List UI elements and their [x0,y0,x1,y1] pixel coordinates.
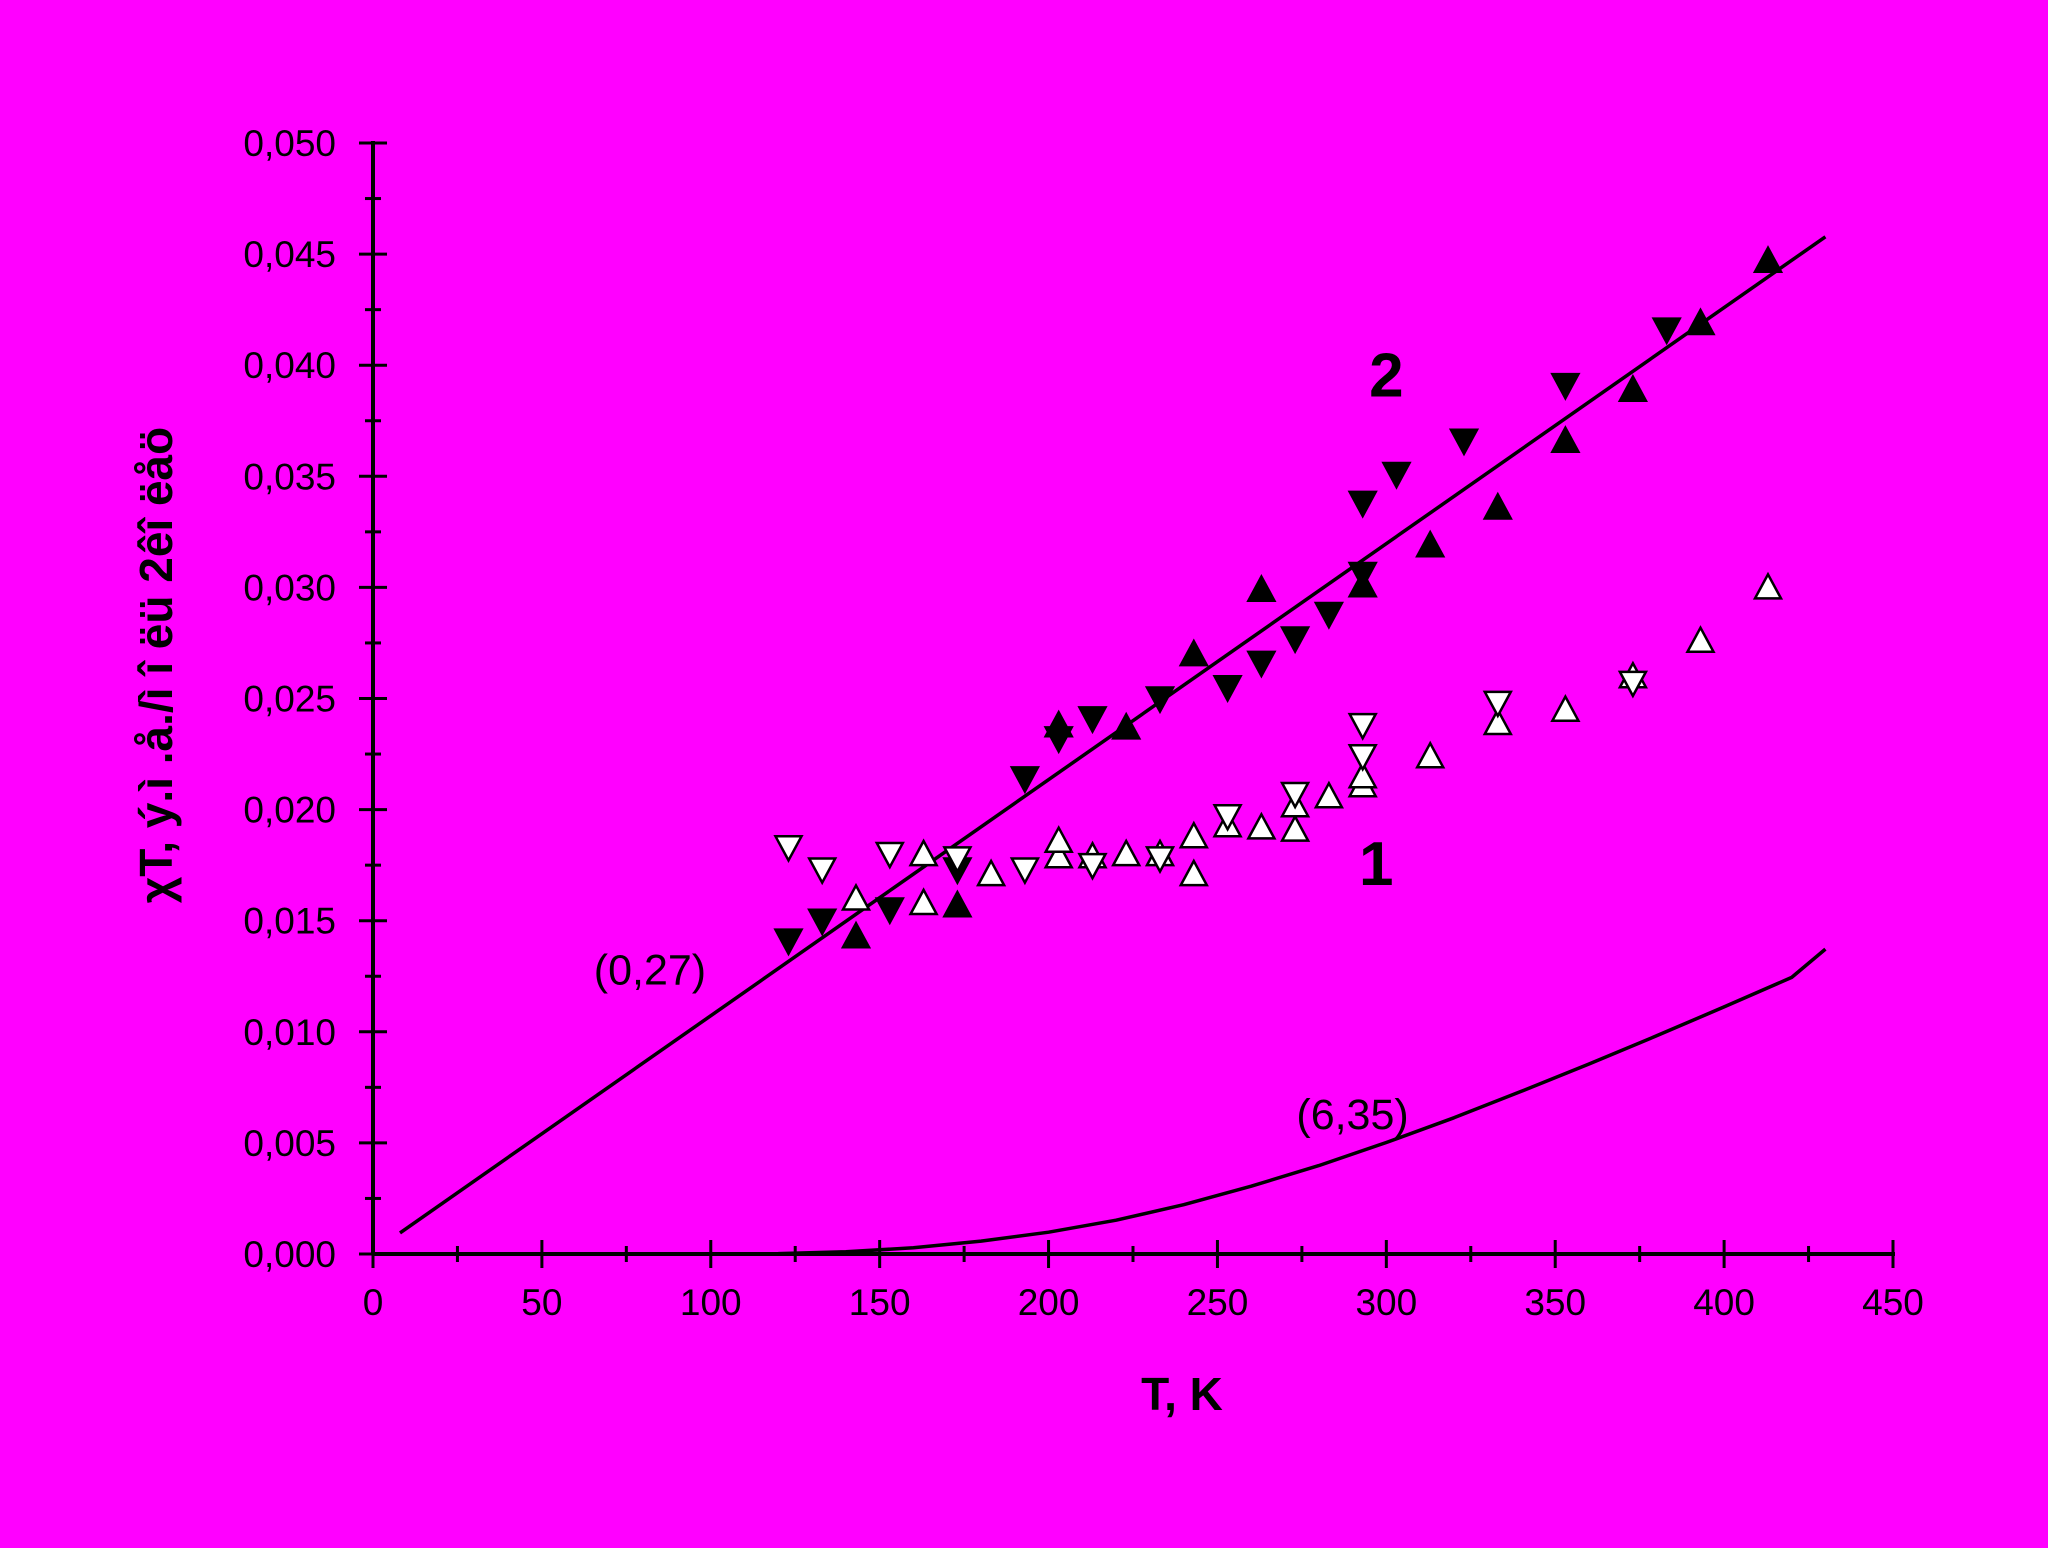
x-axis-title: T, K [1141,1368,1223,1420]
y-tick-label: 0,050 [243,123,336,164]
data-point-series-2 [1280,626,1311,655]
data-point-series-3 [1685,625,1716,654]
data-point-series-3 [1043,840,1074,869]
y-tick-label: 0,045 [243,234,336,275]
data-point-series-4 [1617,670,1648,699]
data-point-series-2 [1347,561,1378,590]
curve-label-2: 2 [1369,341,1403,410]
y-tick-label: 0,000 [243,1234,336,1275]
data-point-series-2 [807,908,838,937]
x-tick-label: 350 [1524,1282,1586,1323]
x-tick-label: 300 [1355,1282,1417,1323]
data-point-series-3 [1347,760,1378,789]
x-tick-label: 150 [849,1282,911,1323]
data-point-series-1 [1617,373,1648,402]
data-point-series-4 [773,835,804,864]
y-tick-label: 0,025 [243,679,336,720]
data-point-series-4 [1144,846,1176,875]
data-point-series-1 [1178,638,1209,667]
fit-line-2 [778,947,1827,1256]
data-point-series-3 [1752,571,1784,600]
data-point-series-3 [1178,858,1209,887]
data-point-series-3 [1313,780,1344,809]
y-tick-label: 0,020 [243,790,336,831]
x-tick-label: 250 [1187,1282,1249,1323]
data-point-series-3 [1550,693,1581,722]
fit-line-1 [398,235,1827,1235]
curve-label-1: 1 [1359,830,1393,899]
data-point-series-3 [1111,838,1142,867]
data-point-series-3 [908,887,939,916]
data-point-series-3 [908,838,939,867]
data-point-series-4 [1009,857,1040,886]
x-tick-label: 0 [363,1282,384,1323]
fit-annotation-2: (6,35) [1296,1091,1408,1139]
data-point-series-1 [1482,491,1513,520]
data-point-series-3 [1280,813,1311,842]
data-point-series-2 [1077,706,1108,735]
data-point-series-4 [874,841,905,870]
data-markers [773,245,1784,957]
y-tick-label: 0,040 [243,345,336,386]
data-point-series-4 [1347,743,1378,772]
x-tick-label: 100 [680,1282,742,1323]
data-point-series-2 [1144,686,1176,715]
x-tick-label: 450 [1862,1282,1924,1323]
data-point-series-1 [1685,307,1716,336]
fit-annotation-1: (0,27) [594,947,706,995]
data-point-series-2 [1448,428,1480,457]
data-point-series-1 [1752,245,1784,274]
data-point-series-4 [1482,690,1513,719]
data-point-series-4 [1212,803,1243,832]
data-point-series-2 [1043,726,1074,755]
data-point-series-1 [1415,529,1446,558]
data-point-series-1 [840,920,872,949]
data-point-series-2 [773,928,804,957]
y-tick-label: 0,035 [243,456,336,497]
data-point-series-3 [1415,740,1446,769]
data-point-series-3 [1246,811,1277,840]
y-tick-label: 0,015 [243,901,336,942]
y-axis-title: χT, ý.ì .å./ì î ëü 2êî ëåö [130,427,182,903]
data-point-series-2 [1381,461,1412,490]
axes [359,141,1895,1268]
data-point-series-2 [874,897,905,926]
data-point-series-4 [807,857,838,886]
data-point-series-2 [1550,372,1581,401]
data-point-series-3 [976,858,1007,887]
y-tick-label: 0,030 [243,567,336,608]
y-tick-label: 0,010 [243,1012,336,1053]
data-point-series-2 [1212,675,1243,704]
chart-text: T, K χT, ý.ì .å./ì î ëü 2êî ëåö 0 50 100 15… [130,123,1924,1420]
data-point-series-1 [942,889,973,918]
data-point-series-3 [1043,825,1074,854]
data-point-series-2 [1246,650,1277,679]
x-tick-label: 50 [521,1282,562,1323]
data-point-series-4 [942,846,973,875]
data-point-series-2 [1651,317,1682,346]
data-point-series-4 [1280,781,1311,810]
data-point-series-3 [840,882,872,911]
y-tick-label: 0,005 [243,1123,336,1164]
data-point-series-3 [1482,707,1513,736]
data-point-series-1 [1111,711,1142,740]
data-point-series-3 [1178,820,1209,849]
x-tick-label: 400 [1693,1282,1755,1323]
x-tick-label: 200 [1018,1282,1080,1323]
data-point-series-2 [1313,601,1344,630]
data-point-series-4 [1077,852,1108,881]
data-point-series-2 [1009,766,1040,795]
data-point-series-4 [1347,712,1378,741]
fit-lines [398,235,1827,1256]
data-point-series-2 [1347,490,1378,519]
data-point-series-1 [1550,425,1581,454]
data-point-series-1 [1246,573,1277,602]
